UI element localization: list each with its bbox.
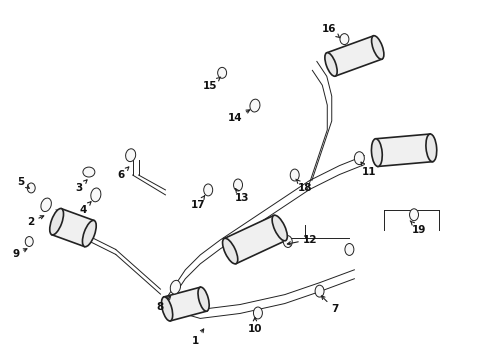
Ellipse shape [161, 297, 172, 321]
Ellipse shape [27, 183, 35, 193]
Ellipse shape [217, 67, 226, 78]
Ellipse shape [233, 179, 242, 191]
Text: 1: 1 [191, 329, 203, 346]
Ellipse shape [91, 188, 101, 202]
Text: 19: 19 [409, 221, 426, 235]
Text: 16: 16 [322, 24, 339, 38]
Bar [224, 215, 285, 264]
Text: 4: 4 [79, 202, 91, 215]
Ellipse shape [50, 208, 63, 235]
Ellipse shape [290, 169, 299, 181]
Text: 13: 13 [234, 189, 249, 203]
Bar [163, 287, 206, 321]
Ellipse shape [409, 209, 418, 221]
Ellipse shape [371, 36, 383, 59]
Ellipse shape [425, 134, 436, 162]
Text: 7: 7 [321, 296, 338, 314]
Ellipse shape [125, 149, 135, 162]
Text: 14: 14 [227, 110, 249, 123]
Text: 12: 12 [287, 234, 316, 245]
Ellipse shape [354, 152, 364, 165]
Ellipse shape [324, 53, 336, 76]
Ellipse shape [82, 220, 96, 247]
Ellipse shape [344, 243, 353, 255]
Ellipse shape [170, 280, 180, 294]
Ellipse shape [25, 237, 33, 247]
Bar [52, 209, 94, 247]
Ellipse shape [272, 215, 287, 241]
Ellipse shape [83, 167, 95, 177]
Text: 10: 10 [247, 318, 262, 334]
Ellipse shape [198, 287, 209, 311]
Text: 5: 5 [18, 177, 29, 188]
Ellipse shape [249, 99, 260, 112]
Text: 3: 3 [75, 180, 87, 193]
Bar [375, 134, 432, 166]
Text: 18: 18 [295, 179, 311, 193]
Text: 2: 2 [27, 216, 43, 227]
Ellipse shape [371, 139, 382, 166]
Ellipse shape [283, 235, 292, 247]
Ellipse shape [314, 285, 324, 297]
Ellipse shape [41, 198, 51, 212]
Text: 9: 9 [13, 249, 27, 260]
Ellipse shape [253, 307, 262, 319]
Text: 15: 15 [203, 77, 220, 91]
Text: 11: 11 [360, 162, 376, 177]
Bar [326, 36, 381, 76]
Text: 8: 8 [157, 296, 170, 312]
Text: 17: 17 [190, 195, 205, 210]
Ellipse shape [339, 33, 348, 45]
Ellipse shape [222, 238, 237, 264]
Text: 6: 6 [117, 167, 128, 180]
Ellipse shape [203, 184, 212, 196]
